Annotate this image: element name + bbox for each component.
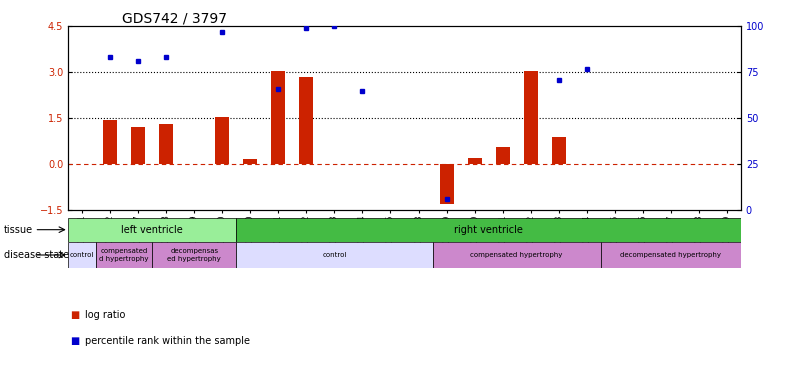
Bar [433, 242, 601, 268]
Bar [440, 164, 453, 204]
Bar [215, 117, 229, 164]
Text: compensated hypertrophy: compensated hypertrophy [470, 252, 563, 258]
Text: compensated
d hypertrophy: compensated d hypertrophy [99, 249, 149, 261]
Text: control: control [322, 252, 347, 258]
Bar [524, 70, 537, 164]
Text: decompensated hypertrophy: decompensated hypertrophy [620, 252, 722, 258]
Bar [236, 217, 741, 242]
Bar [131, 128, 145, 164]
Bar [496, 147, 509, 164]
Text: log ratio: log ratio [85, 310, 125, 320]
Bar [96, 242, 152, 268]
Text: decompensas
ed hypertrophy: decompensas ed hypertrophy [167, 249, 221, 261]
Text: ■: ■ [70, 336, 80, 346]
Text: ■: ■ [70, 310, 80, 320]
Bar [103, 120, 117, 164]
Text: control: control [70, 252, 95, 258]
Bar [468, 158, 481, 164]
Text: percentile rank within the sample: percentile rank within the sample [85, 336, 250, 346]
Bar [68, 242, 96, 268]
Bar [601, 242, 741, 268]
Text: disease state: disease state [4, 250, 69, 260]
Bar [552, 136, 566, 164]
Text: left ventricle: left ventricle [121, 225, 183, 235]
Bar [159, 124, 173, 164]
Text: tissue: tissue [4, 225, 33, 235]
Bar [68, 217, 236, 242]
Bar [236, 242, 433, 268]
Bar [152, 242, 236, 268]
Text: right ventricle: right ventricle [454, 225, 523, 235]
Text: GDS742 / 3797: GDS742 / 3797 [122, 11, 227, 25]
Bar [244, 159, 257, 164]
Bar [272, 70, 285, 164]
Bar [300, 77, 313, 164]
